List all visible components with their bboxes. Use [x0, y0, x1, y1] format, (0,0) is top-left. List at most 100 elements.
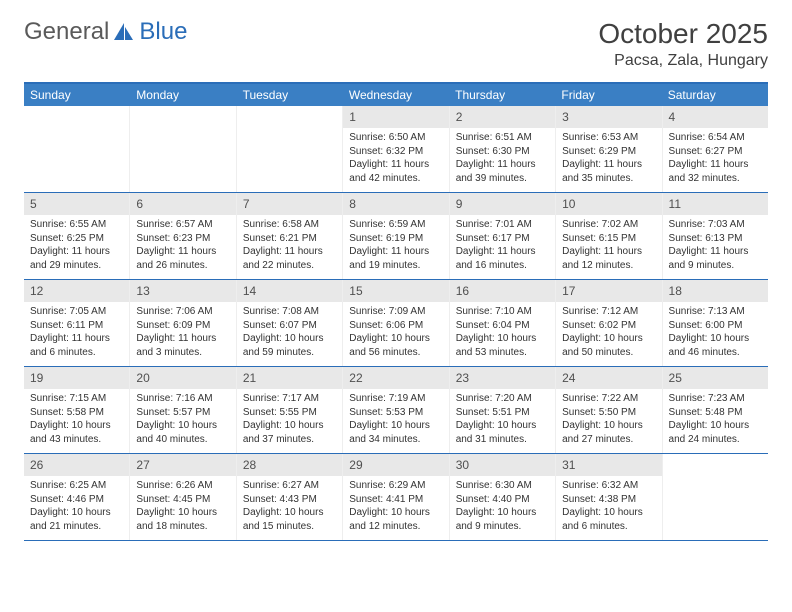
week-row: 19Sunrise: 7:15 AMSunset: 5:58 PMDayligh… [24, 367, 768, 454]
day-details: Sunrise: 6:50 AMSunset: 6:32 PMDaylight:… [343, 128, 448, 189]
logo: General Blue [24, 18, 187, 46]
weekday-wednesday: Wednesday [343, 84, 449, 106]
sunrise-text: Sunrise: 7:15 AM [30, 392, 123, 406]
day-details: Sunrise: 6:54 AMSunset: 6:27 PMDaylight:… [663, 128, 768, 189]
day-cell: 31 Sunrise: 6:32 AMSunset: 4:38 PMDayligh… [556, 454, 662, 540]
sunrise-text: Sunrise: 7:22 AM [562, 392, 655, 406]
day-cell [237, 106, 343, 192]
daylight-text: Daylight: 10 hours and 34 minutes. [349, 419, 442, 446]
sunset-text: Sunset: 6:07 PM [243, 319, 336, 333]
sunrise-text: Sunrise: 7:01 AM [456, 218, 549, 232]
daylight-text: Daylight: 11 hours and 6 minutes. [30, 332, 123, 359]
day-number: 25 [663, 367, 768, 389]
day-number: 24 [556, 367, 661, 389]
sunrise-text: Sunrise: 7:05 AM [30, 305, 123, 319]
day-details: Sunrise: 7:08 AMSunset: 6:07 PMDaylight:… [237, 302, 342, 363]
logo-text-general: General [24, 18, 109, 46]
day-cell: 29Sunrise: 6:29 AMSunset: 4:41 PMDayligh… [343, 454, 449, 540]
day-number: 1 [343, 106, 448, 128]
day-details: Sunrise: 6:59 AMSunset: 6:19 PMDaylight:… [343, 215, 448, 276]
week-row: 5Sunrise: 6:55 AMSunset: 6:25 PMDaylight… [24, 193, 768, 280]
sunrise-text: Sunrise: 6:30 AM [456, 479, 549, 493]
daylight-text: Daylight: 10 hours and 18 minutes. [136, 506, 229, 533]
day-number: 8 [343, 193, 448, 215]
day-number: 10 [556, 193, 661, 215]
day-number: 3 [556, 106, 661, 128]
day-number: 12 [24, 280, 129, 302]
day-number: 29 [343, 454, 448, 476]
day-cell: 4Sunrise: 6:54 AMSunset: 6:27 PMDaylight… [663, 106, 768, 192]
day-details: Sunrise: 7:16 AMSunset: 5:57 PMDaylight:… [130, 389, 235, 450]
month-title: October 2025 [598, 18, 768, 50]
sunrise-text: Sunrise: 7:19 AM [349, 392, 442, 406]
day-details: Sunrise: 6:55 AMSunset: 6:25 PMDaylight:… [24, 215, 129, 276]
sunset-text: Sunset: 5:51 PM [456, 406, 549, 420]
daylight-text: Daylight: 10 hours and 46 minutes. [669, 332, 762, 359]
sunset-text: Sunset: 5:55 PM [243, 406, 336, 420]
day-details: Sunrise: 6:57 AMSunset: 6:23 PMDaylight:… [130, 215, 235, 276]
day-details: Sunrise: 7:20 AMSunset: 5:51 PMDaylight:… [450, 389, 555, 450]
day-number: 4 [663, 106, 768, 128]
sunset-text: Sunset: 5:48 PM [669, 406, 762, 420]
day-cell: 12 Sunrise: 7:05 AMSunset: 6:11 PMDayligh… [24, 280, 130, 366]
daylight-text: Daylight: 10 hours and 6 minutes. [562, 506, 655, 533]
daylight-text: Daylight: 10 hours and 59 minutes. [243, 332, 336, 359]
day-number: 31 [556, 454, 661, 476]
day-cell: 16Sunrise: 7:10 AMSunset: 6:04 PMDayligh… [450, 280, 556, 366]
day-number: 23 [450, 367, 555, 389]
sunrise-text: Sunrise: 6:53 AM [562, 131, 655, 145]
sunset-text: Sunset: 4:45 PM [136, 493, 229, 507]
sunrise-text: Sunrise: 7:17 AM [243, 392, 336, 406]
day-cell: 24Sunrise: 7:22 AMSunset: 5:50 PMDayligh… [556, 367, 662, 453]
day-number: 7 [237, 193, 342, 215]
sunset-text: Sunset: 4:40 PM [456, 493, 549, 507]
day-cell: 14Sunrise: 7:08 AMSunset: 6:07 PMDayligh… [237, 280, 343, 366]
day-cell: 19Sunrise: 7:15 AMSunset: 5:58 PMDayligh… [24, 367, 130, 453]
day-number: 15 [343, 280, 448, 302]
daylight-text: Daylight: 11 hours and 26 minutes. [136, 245, 229, 272]
day-number: 6 [130, 193, 235, 215]
daylight-text: Daylight: 11 hours and 42 minutes. [349, 158, 442, 185]
day-cell [130, 106, 236, 192]
day-details: Sunrise: 7:09 AMSunset: 6:06 PMDaylight:… [343, 302, 448, 363]
daylight-text: Daylight: 10 hours and 15 minutes. [243, 506, 336, 533]
day-cell: 11Sunrise: 7:03 AMSunset: 6:13 PMDayligh… [663, 193, 768, 279]
day-number: 11 [663, 193, 768, 215]
sunrise-text: Sunrise: 6:32 AM [562, 479, 655, 493]
day-cell: 2Sunrise: 6:51 AMSunset: 6:30 PMDaylight… [450, 106, 556, 192]
sunrise-text: Sunrise: 6:27 AM [243, 479, 336, 493]
sunrise-text: Sunrise: 7:20 AM [456, 392, 549, 406]
day-cell: 6Sunrise: 6:57 AMSunset: 6:23 PMDaylight… [130, 193, 236, 279]
day-cell: 10 Sunrise: 7:02 AMSunset: 6:15 PMDayligh… [556, 193, 662, 279]
sunset-text: Sunset: 6:15 PM [562, 232, 655, 246]
day-number: 14 [237, 280, 342, 302]
sunset-text: Sunset: 6:11 PM [30, 319, 123, 333]
daylight-text: Daylight: 10 hours and 37 minutes. [243, 419, 336, 446]
sunrise-text: Sunrise: 7:08 AM [243, 305, 336, 319]
daylight-text: Daylight: 11 hours and 39 minutes. [456, 158, 549, 185]
daylight-text: Daylight: 11 hours and 29 minutes. [30, 245, 123, 272]
sunset-text: Sunset: 6:29 PM [562, 145, 655, 159]
day-number: 20 [130, 367, 235, 389]
sunrise-text: Sunrise: 7:02 AM [562, 218, 655, 232]
day-details: Sunrise: 7:17 AMSunset: 5:55 PMDaylight:… [237, 389, 342, 450]
day-details: Sunrise: 6:26 AMSunset: 4:45 PMDaylight:… [130, 476, 235, 537]
sunrise-text: Sunrise: 6:55 AM [30, 218, 123, 232]
day-cell: 28Sunrise: 6:27 AMSunset: 4:43 PMDayligh… [237, 454, 343, 540]
day-details: Sunrise: 6:29 AMSunset: 4:41 PMDaylight:… [343, 476, 448, 537]
week-row: 1Sunrise: 6:50 AMSunset: 6:32 PMDaylight… [24, 106, 768, 193]
day-number: 2 [450, 106, 555, 128]
daylight-text: Daylight: 11 hours and 22 minutes. [243, 245, 336, 272]
sunset-text: Sunset: 6:25 PM [30, 232, 123, 246]
sunset-text: Sunset: 4:38 PM [562, 493, 655, 507]
day-number: 16 [450, 280, 555, 302]
day-number: 19 [24, 367, 129, 389]
logo-text-blue: Blue [139, 18, 187, 46]
daylight-text: Daylight: 10 hours and 27 minutes. [562, 419, 655, 446]
sunset-text: Sunset: 4:46 PM [30, 493, 123, 507]
daylight-text: Daylight: 10 hours and 12 minutes. [349, 506, 442, 533]
day-details: Sunrise: 6:58 AMSunset: 6:21 PMDaylight:… [237, 215, 342, 276]
daylight-text: Daylight: 11 hours and 12 minutes. [562, 245, 655, 272]
day-cell: 23Sunrise: 7:20 AMSunset: 5:51 PMDayligh… [450, 367, 556, 453]
day-details: Sunrise: 6:53 AMSunset: 6:29 PMDaylight:… [556, 128, 661, 189]
